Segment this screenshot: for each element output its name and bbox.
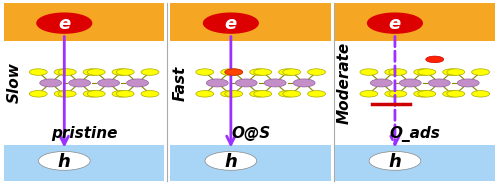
Circle shape: [368, 13, 422, 33]
Circle shape: [87, 69, 105, 75]
Circle shape: [414, 69, 432, 75]
Circle shape: [205, 151, 256, 170]
Circle shape: [426, 56, 444, 63]
Circle shape: [225, 91, 242, 97]
Circle shape: [283, 69, 300, 75]
Circle shape: [428, 79, 450, 87]
Circle shape: [206, 79, 228, 87]
Bar: [334, 145, 495, 181]
Text: h: h: [388, 153, 402, 171]
Circle shape: [442, 69, 460, 75]
Text: pristine: pristine: [51, 126, 118, 141]
Text: Moderate: Moderate: [337, 42, 352, 124]
Circle shape: [58, 91, 76, 97]
Circle shape: [220, 69, 238, 75]
Circle shape: [389, 69, 407, 75]
Circle shape: [369, 151, 421, 170]
Circle shape: [116, 69, 134, 75]
Circle shape: [126, 79, 148, 87]
Circle shape: [38, 151, 90, 170]
Circle shape: [83, 91, 101, 97]
Circle shape: [447, 91, 464, 97]
Text: e: e: [58, 15, 70, 33]
Text: e: e: [224, 15, 237, 33]
Circle shape: [370, 79, 392, 87]
Circle shape: [112, 69, 130, 75]
Text: h: h: [58, 153, 70, 171]
Circle shape: [400, 79, 421, 87]
Circle shape: [360, 69, 378, 75]
Circle shape: [141, 69, 159, 75]
Bar: [4, 3, 164, 41]
Circle shape: [385, 91, 402, 97]
Circle shape: [87, 91, 105, 97]
Circle shape: [220, 91, 238, 97]
Circle shape: [278, 69, 296, 75]
Circle shape: [250, 69, 268, 75]
Circle shape: [308, 69, 326, 75]
Circle shape: [40, 79, 62, 87]
Circle shape: [447, 69, 464, 75]
Bar: [170, 145, 331, 181]
Circle shape: [418, 91, 436, 97]
Circle shape: [68, 79, 90, 87]
Circle shape: [37, 13, 92, 33]
Circle shape: [472, 69, 490, 75]
Bar: [170, 3, 331, 41]
Bar: [4, 145, 164, 181]
Circle shape: [54, 91, 72, 97]
Circle shape: [196, 91, 214, 97]
Circle shape: [385, 69, 402, 75]
Text: h: h: [224, 153, 237, 171]
Circle shape: [54, 69, 72, 75]
Circle shape: [141, 91, 159, 97]
Circle shape: [250, 91, 268, 97]
Circle shape: [293, 79, 315, 87]
Text: e: e: [389, 15, 401, 33]
Circle shape: [254, 69, 272, 75]
Circle shape: [116, 91, 134, 97]
Circle shape: [83, 69, 101, 75]
Text: Slow: Slow: [6, 63, 22, 103]
Text: Fast: Fast: [173, 65, 188, 101]
Bar: [334, 3, 495, 41]
Circle shape: [236, 79, 257, 87]
Circle shape: [58, 69, 76, 75]
Circle shape: [360, 91, 378, 97]
Circle shape: [414, 91, 432, 97]
Circle shape: [225, 69, 242, 75]
Circle shape: [458, 79, 479, 87]
Circle shape: [225, 69, 242, 75]
Circle shape: [308, 91, 326, 97]
Circle shape: [418, 69, 436, 75]
Circle shape: [30, 91, 47, 97]
Text: O_ads: O_ads: [390, 126, 440, 142]
Circle shape: [204, 13, 258, 33]
Circle shape: [30, 69, 47, 75]
Circle shape: [278, 91, 296, 97]
Circle shape: [196, 69, 214, 75]
Circle shape: [264, 79, 286, 87]
Circle shape: [283, 91, 300, 97]
Circle shape: [98, 79, 120, 87]
Text: O@S: O@S: [231, 126, 270, 141]
Circle shape: [442, 91, 460, 97]
Circle shape: [112, 91, 130, 97]
Circle shape: [389, 91, 407, 97]
Circle shape: [472, 91, 490, 97]
Circle shape: [254, 91, 272, 97]
